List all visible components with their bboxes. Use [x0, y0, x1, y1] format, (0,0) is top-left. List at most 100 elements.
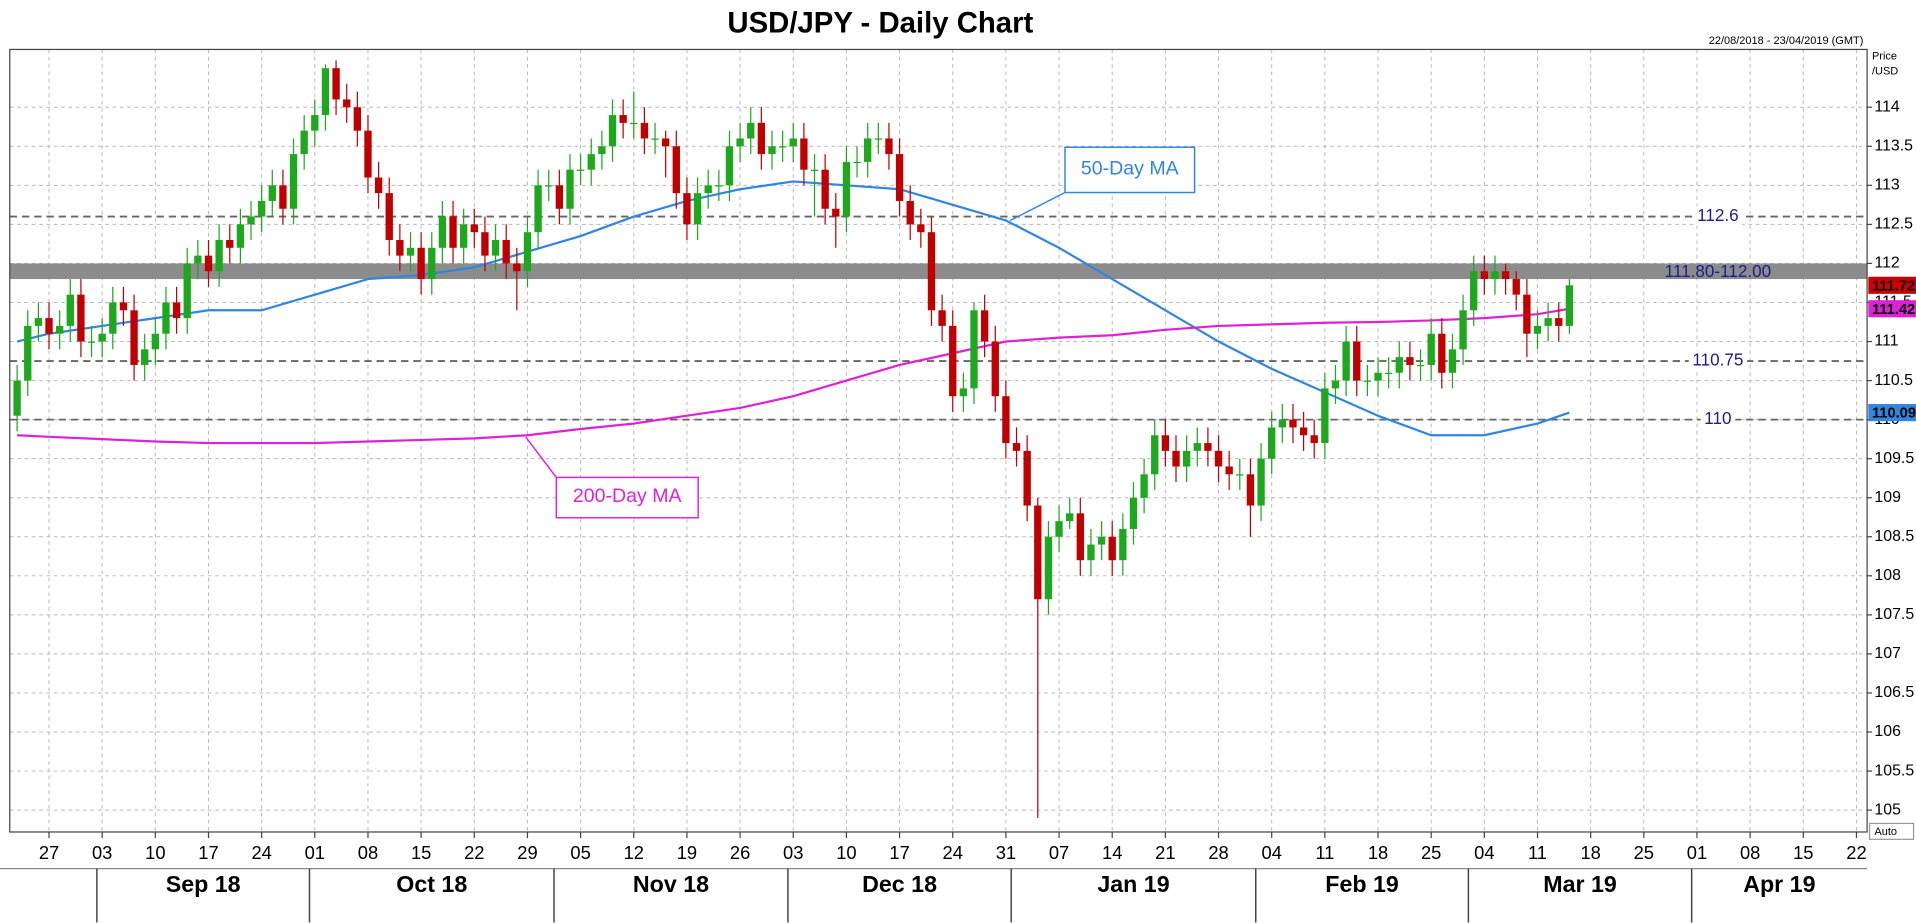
candle-body	[1193, 443, 1201, 451]
candle-body	[24, 325, 32, 381]
candle-body	[970, 310, 978, 389]
y-tick-label: 106.5	[1874, 684, 1914, 701]
candle-body	[343, 99, 351, 108]
candle-body	[183, 263, 191, 319]
candle-body	[715, 185, 723, 187]
candle-body	[1140, 474, 1148, 498]
candle-body	[874, 138, 882, 140]
month-label: Dec 18	[862, 871, 937, 897]
candle-body	[587, 154, 595, 170]
month-label: Nov 18	[633, 871, 709, 897]
x-tick-label: 07	[1049, 842, 1069, 863]
candle-body	[1363, 380, 1372, 382]
candle-body	[1374, 372, 1382, 381]
candle-body	[1395, 357, 1403, 373]
candle-body	[438, 216, 447, 248]
candle-body	[502, 240, 510, 264]
candle-body	[406, 247, 415, 256]
candle-body	[364, 130, 372, 178]
candle-body	[332, 68, 340, 100]
candle-body	[1097, 536, 1106, 545]
level-label: 110.75	[1692, 351, 1743, 370]
last-value-label: 111.72	[1872, 278, 1915, 294]
x-tick-label: 03	[92, 842, 112, 863]
y-tick-label: 107	[1874, 645, 1901, 662]
candle-body	[236, 224, 245, 248]
y-tick-label: 112	[1874, 255, 1899, 272]
candle-body	[385, 193, 393, 241]
candle-body	[1459, 310, 1467, 350]
ma-line	[17, 307, 1570, 445]
y-tick-label: 105.5	[1874, 762, 1914, 779]
candle-body	[1491, 271, 1499, 280]
x-tick-label: 22	[1846, 842, 1866, 863]
candle-body	[864, 138, 872, 162]
x-tick-label: 25	[1634, 842, 1654, 863]
candle-body	[1119, 528, 1127, 561]
x-tick-label: 17	[889, 842, 909, 863]
candle-body	[768, 146, 776, 155]
candle-body	[162, 302, 170, 334]
candle-body	[959, 388, 968, 397]
candle-body	[279, 185, 287, 209]
level-label-bg	[1688, 350, 1748, 370]
candle-body	[832, 208, 840, 217]
candle-body	[938, 310, 946, 326]
candle-body	[1172, 450, 1180, 467]
candle-body	[949, 325, 957, 397]
y-tick-label: 110.5	[1874, 372, 1913, 389]
candle-body	[289, 154, 298, 209]
x-tick-label: 08	[1740, 842, 1760, 863]
candle-body	[885, 138, 893, 155]
level-label-bg	[1700, 409, 1736, 429]
month-label: Feb 19	[1325, 871, 1399, 897]
x-tick-label: 10	[836, 842, 856, 863]
candle-body	[1023, 450, 1031, 506]
candle-body	[1034, 505, 1042, 600]
candle-body	[1002, 396, 1010, 444]
candle-body	[980, 310, 989, 342]
annotation-text: 50-Day MA	[1081, 157, 1179, 179]
y-tick-label: 109.5	[1874, 450, 1914, 467]
annotation-leader	[525, 436, 557, 478]
candle-body	[321, 68, 330, 116]
resistance-band	[9, 263, 1868, 280]
month-label: Apr 19	[1743, 871, 1815, 897]
candle-body	[725, 146, 734, 186]
annotation-text: 200-Day MA	[573, 485, 682, 507]
annotation-box	[1064, 146, 1196, 194]
annotation-box	[555, 476, 699, 519]
x-tick-label: 28	[1208, 842, 1228, 863]
candle-body	[1384, 372, 1393, 374]
candle-body	[1480, 271, 1489, 280]
candle-body	[566, 169, 574, 209]
y-tick-label: 108	[1874, 567, 1901, 584]
candle-body	[842, 161, 851, 217]
x-tick-label: 24	[251, 842, 271, 863]
x-tick-label: 01	[305, 842, 325, 863]
x-tick-label: 03	[783, 842, 803, 863]
candle-body	[1565, 285, 1574, 326]
x-tick-label: 17	[198, 842, 218, 863]
candle-body	[1353, 341, 1361, 381]
level-label: 112.6	[1697, 206, 1739, 225]
x-tick-label: 11	[1528, 842, 1547, 863]
candle-body	[396, 240, 404, 256]
candle-body	[1268, 427, 1276, 459]
candle-body	[1321, 388, 1329, 444]
candle-body	[1523, 294, 1531, 334]
candle-body	[45, 318, 53, 334]
x-tick-label: 14	[1102, 842, 1122, 863]
candle-body	[1512, 279, 1520, 295]
candle-body	[1406, 357, 1414, 365]
candle-body	[598, 146, 606, 155]
candle-body	[1055, 521, 1063, 537]
candle-body	[470, 224, 478, 233]
auto-label: Auto	[1874, 826, 1897, 838]
candle-body	[1108, 536, 1116, 561]
candle-body	[672, 146, 680, 194]
candle-body	[428, 247, 436, 280]
candle-body	[1214, 450, 1223, 467]
x-tick-label: 18	[1580, 842, 1600, 863]
